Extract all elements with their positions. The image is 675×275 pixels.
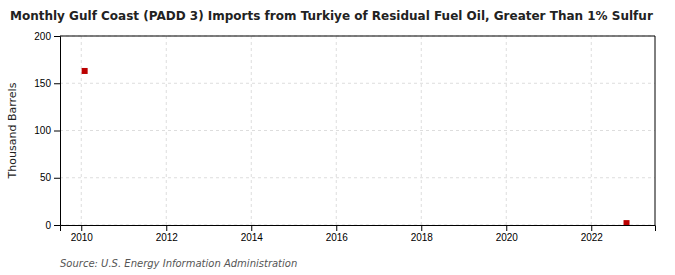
y-tick-mark: [54, 178, 60, 179]
y-tick-label: 0: [45, 220, 51, 231]
y-axis-title: Thousand Barrels: [6, 82, 19, 179]
y-tick-mark: [54, 83, 60, 84]
y-tick: 100: [34, 125, 60, 136]
x-tick: 2014: [241, 225, 264, 243]
grid-line-y: [60, 83, 655, 84]
y-tick: 150: [34, 78, 60, 89]
grid: [60, 36, 655, 225]
x-tick-mark: [336, 225, 337, 231]
x-axis: 2010 2012 2014 2016 2018 2020 2022: [61, 225, 656, 243]
title: Monthly Gulf Coast (PADD 3) Imports from…: [10, 9, 653, 23]
x-tick: 2022: [581, 225, 604, 243]
grid-line-y: [60, 36, 655, 37]
frame-right: [655, 36, 656, 225]
point: [82, 68, 88, 74]
x-tick-label: 2010: [71, 232, 94, 243]
y-tick-label: 150: [34, 78, 51, 89]
y-axis: 0 50 100 150 200: [34, 31, 60, 231]
x-tick-label: 2012: [156, 232, 179, 243]
plot-area: 2010 2012 2014 2016 2018 2020 2022 0 50 100 150 200: [34, 31, 655, 243]
x-tick-label: 2014: [241, 232, 264, 243]
grid-line-y: [60, 130, 655, 131]
source-note: Source: U.S. Energy Information Administ…: [60, 258, 297, 269]
x-tick-mark: [166, 225, 167, 231]
y-tick-mark: [54, 131, 60, 132]
x-tick-label: 2016: [326, 232, 349, 243]
x-tick: 2020: [496, 225, 519, 243]
y-tick-label: 200: [34, 31, 51, 42]
frame-top: [60, 36, 655, 37]
x-tick-mark: [251, 225, 252, 231]
y-axis-line: [54, 37, 61, 226]
grid-line-y: [60, 177, 655, 178]
x-tick-label: 2022: [581, 232, 604, 243]
x-tick: 2016: [326, 225, 349, 243]
x-tick: 2010: [71, 225, 94, 243]
y-tick: 0: [45, 220, 60, 231]
x-tick-mark: [591, 225, 592, 231]
x-axis-line: [61, 226, 656, 232]
x-tick-mark: [421, 225, 422, 231]
x-tick: 2018: [411, 225, 434, 243]
chart-svg: Monthly Gulf Coast (PADD 3) Imports from…: [0, 0, 675, 275]
x-tick-label: 2020: [496, 232, 519, 243]
x-tick: 2012: [156, 225, 179, 243]
y-tick-label: 50: [40, 172, 52, 183]
points: [82, 68, 630, 225]
y-tick-mark: [54, 225, 60, 226]
point: [624, 220, 630, 225]
y-tick: 200: [34, 31, 60, 42]
y-tick-label: 100: [34, 125, 51, 136]
x-tick-mark: [81, 225, 82, 231]
y-tick-mark: [54, 36, 60, 37]
y-tick: 50: [40, 172, 60, 183]
grid-line-x: [166, 36, 167, 225]
x-tick-mark: [506, 225, 507, 231]
grid-line-x: [251, 36, 252, 225]
x-tick-label: 2018: [411, 232, 434, 243]
